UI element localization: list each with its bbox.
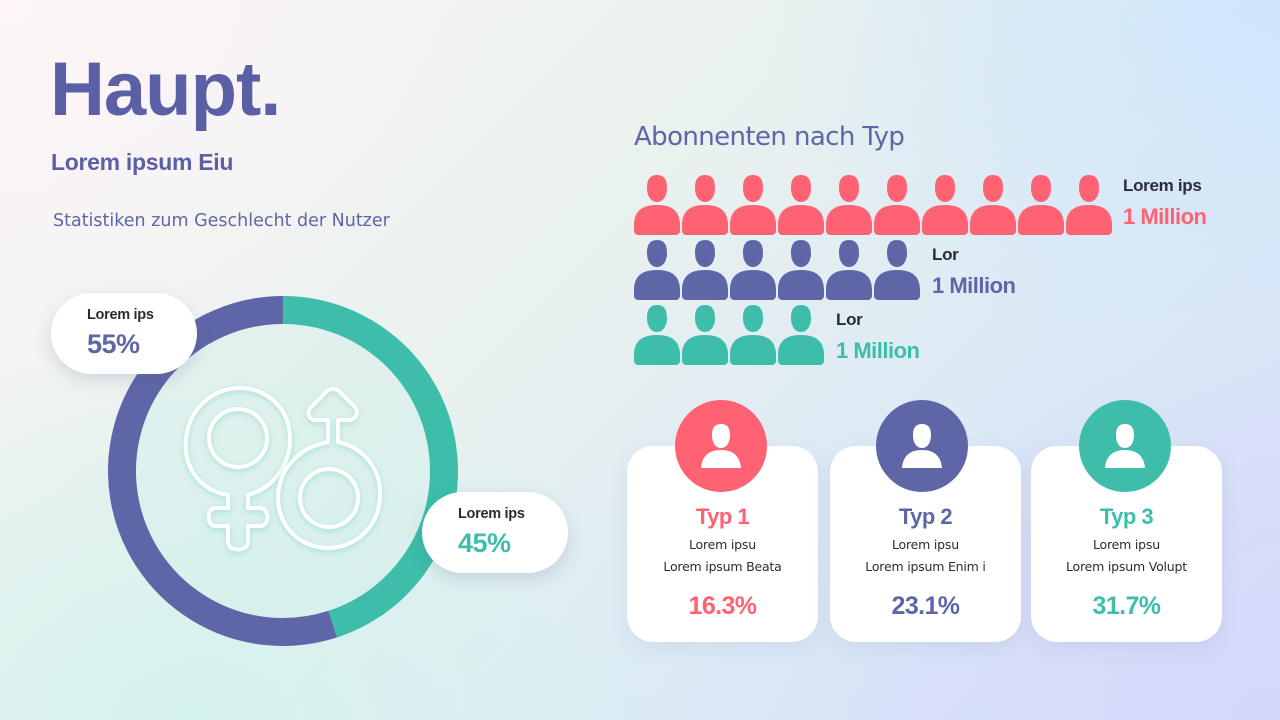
- type-card-1-title: Typ 1: [695, 504, 750, 529]
- type-card-1-value: 16.3%: [688, 592, 757, 620]
- person-icon: [922, 173, 968, 235]
- type-card-3-line2: Lorem ipsum Volupt: [1066, 559, 1187, 574]
- page-subtitle: Lorem ipsum Eiu: [51, 149, 234, 175]
- subscriber-row-2: [634, 238, 920, 300]
- female-value: 55%: [87, 329, 140, 359]
- person-icon: [970, 173, 1016, 235]
- person-icon: [778, 173, 824, 235]
- person-icon: [826, 238, 872, 300]
- person-icon: [778, 303, 824, 365]
- user-avatar-icon: [675, 400, 767, 492]
- person-icon: [730, 173, 776, 235]
- donut-segment-teal: [282, 296, 458, 638]
- subscriber-row-1: [634, 173, 1112, 235]
- subscriber-row-3-label: Lor: [836, 310, 863, 329]
- subscriber-row-1-legend: Lorem ips 1 Million: [1123, 176, 1207, 230]
- female-percentage-badge: Lorem ips 55%: [51, 293, 197, 374]
- user-avatar-icon: [876, 400, 968, 492]
- person-icon: [730, 303, 776, 365]
- person-icon: [730, 238, 776, 300]
- person-icon: [826, 173, 872, 235]
- male-symbol-icon: [276, 387, 383, 550]
- person-icon: [634, 238, 680, 300]
- subscriber-row-1-value: 1 Million: [1123, 204, 1207, 229]
- subscribers-title: Abonnenten nach Typ: [634, 122, 905, 152]
- male-percentage-badge: Lorem ips 45%: [422, 492, 568, 573]
- page-title: Haupt.: [50, 47, 281, 132]
- type-card-2-line1: Lorem ipsu: [892, 537, 959, 552]
- person-icon: [634, 173, 680, 235]
- type-card-1-line2: Lorem ipsum Beata: [663, 559, 782, 574]
- donut-segment-purple: [108, 296, 338, 646]
- male-value: 45%: [458, 528, 511, 558]
- female-label: Lorem ips: [87, 307, 154, 323]
- male-label: Lorem ips: [458, 506, 525, 522]
- type-card-3-title: Typ 3: [1099, 504, 1154, 529]
- subscriber-row-3: [634, 303, 824, 365]
- person-icon: [682, 173, 728, 235]
- person-icon: [682, 238, 728, 300]
- subscriber-row-2-value: 1 Million: [932, 273, 1016, 298]
- type-card-2-line2: Lorem ipsum Enim i: [865, 559, 986, 574]
- subscriber-row-2-legend: Lor 1 Million: [932, 245, 1016, 299]
- gender-symbols-icon: [178, 380, 388, 560]
- person-icon: [634, 303, 680, 365]
- type-card-2-title: Typ 2: [898, 504, 953, 529]
- female-symbol-icon: [183, 386, 292, 552]
- gender-section-label: Statistiken zum Geschlecht der Nutzer: [53, 211, 390, 231]
- type-card-1-line1: Lorem ipsu: [689, 537, 756, 552]
- person-icon: [874, 238, 920, 300]
- subscriber-row-3-value: 1 Million: [836, 338, 920, 363]
- type-card-3-value: 31.7%: [1092, 592, 1161, 620]
- person-icon: [1066, 173, 1112, 235]
- type-card-2-value: 23.1%: [891, 592, 960, 620]
- subscriber-row-3-legend: Lor 1 Million: [836, 310, 920, 364]
- subscriber-row-1-label: Lorem ips: [1123, 176, 1202, 195]
- person-icon: [874, 173, 920, 235]
- type-card-2: Typ 2 Lorem ipsu Lorem ipsum Enim i 23.1…: [830, 446, 1021, 642]
- type-card-1: Typ 1 Lorem ipsu Lorem ipsum Beata 16.3%: [627, 446, 818, 642]
- person-icon: [778, 238, 824, 300]
- type-card-3-line1: Lorem ipsu: [1093, 537, 1160, 552]
- person-icon: [1018, 173, 1064, 235]
- subscriber-row-2-label: Lor: [932, 245, 959, 264]
- user-avatar-icon: [1079, 400, 1171, 492]
- person-icon: [682, 303, 728, 365]
